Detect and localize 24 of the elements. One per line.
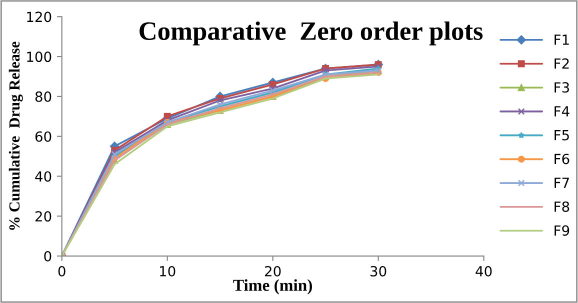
legend-label: F3: [554, 82, 569, 93]
legend-label: F4: [554, 106, 570, 116]
legend-label: F1: [554, 34, 569, 45]
legend-label: F9: [554, 225, 570, 236]
x-tick-label: 40: [476, 266, 492, 277]
legend-label: F6: [554, 154, 570, 164]
chart-title: Comparative Zero order plots: [140, 21, 483, 46]
x-tick-label: 20: [264, 266, 281, 277]
x-tick-label: 10: [160, 266, 176, 277]
y-tick-label: 20: [35, 211, 52, 222]
y-tick-label: 60: [35, 131, 52, 142]
legend-label: F7: [554, 178, 569, 188]
x-tick-label: 30: [370, 266, 386, 277]
y-tick-label: 40: [35, 171, 52, 182]
y-tick-label: 100: [27, 52, 52, 62]
x-axis-title: Time (min): [233, 279, 312, 294]
legend-label: F2: [554, 58, 569, 69]
y-axis-title: % Cumulative Drug Release: [8, 42, 23, 230]
legend-label: F5: [554, 130, 569, 140]
y-tick-label: 120: [27, 12, 52, 22]
y-tick-label: 0: [44, 251, 52, 262]
y-tick-label: 80: [35, 91, 52, 102]
x-tick-label: 0: [58, 266, 66, 277]
legend-label: F8: [554, 201, 570, 212]
